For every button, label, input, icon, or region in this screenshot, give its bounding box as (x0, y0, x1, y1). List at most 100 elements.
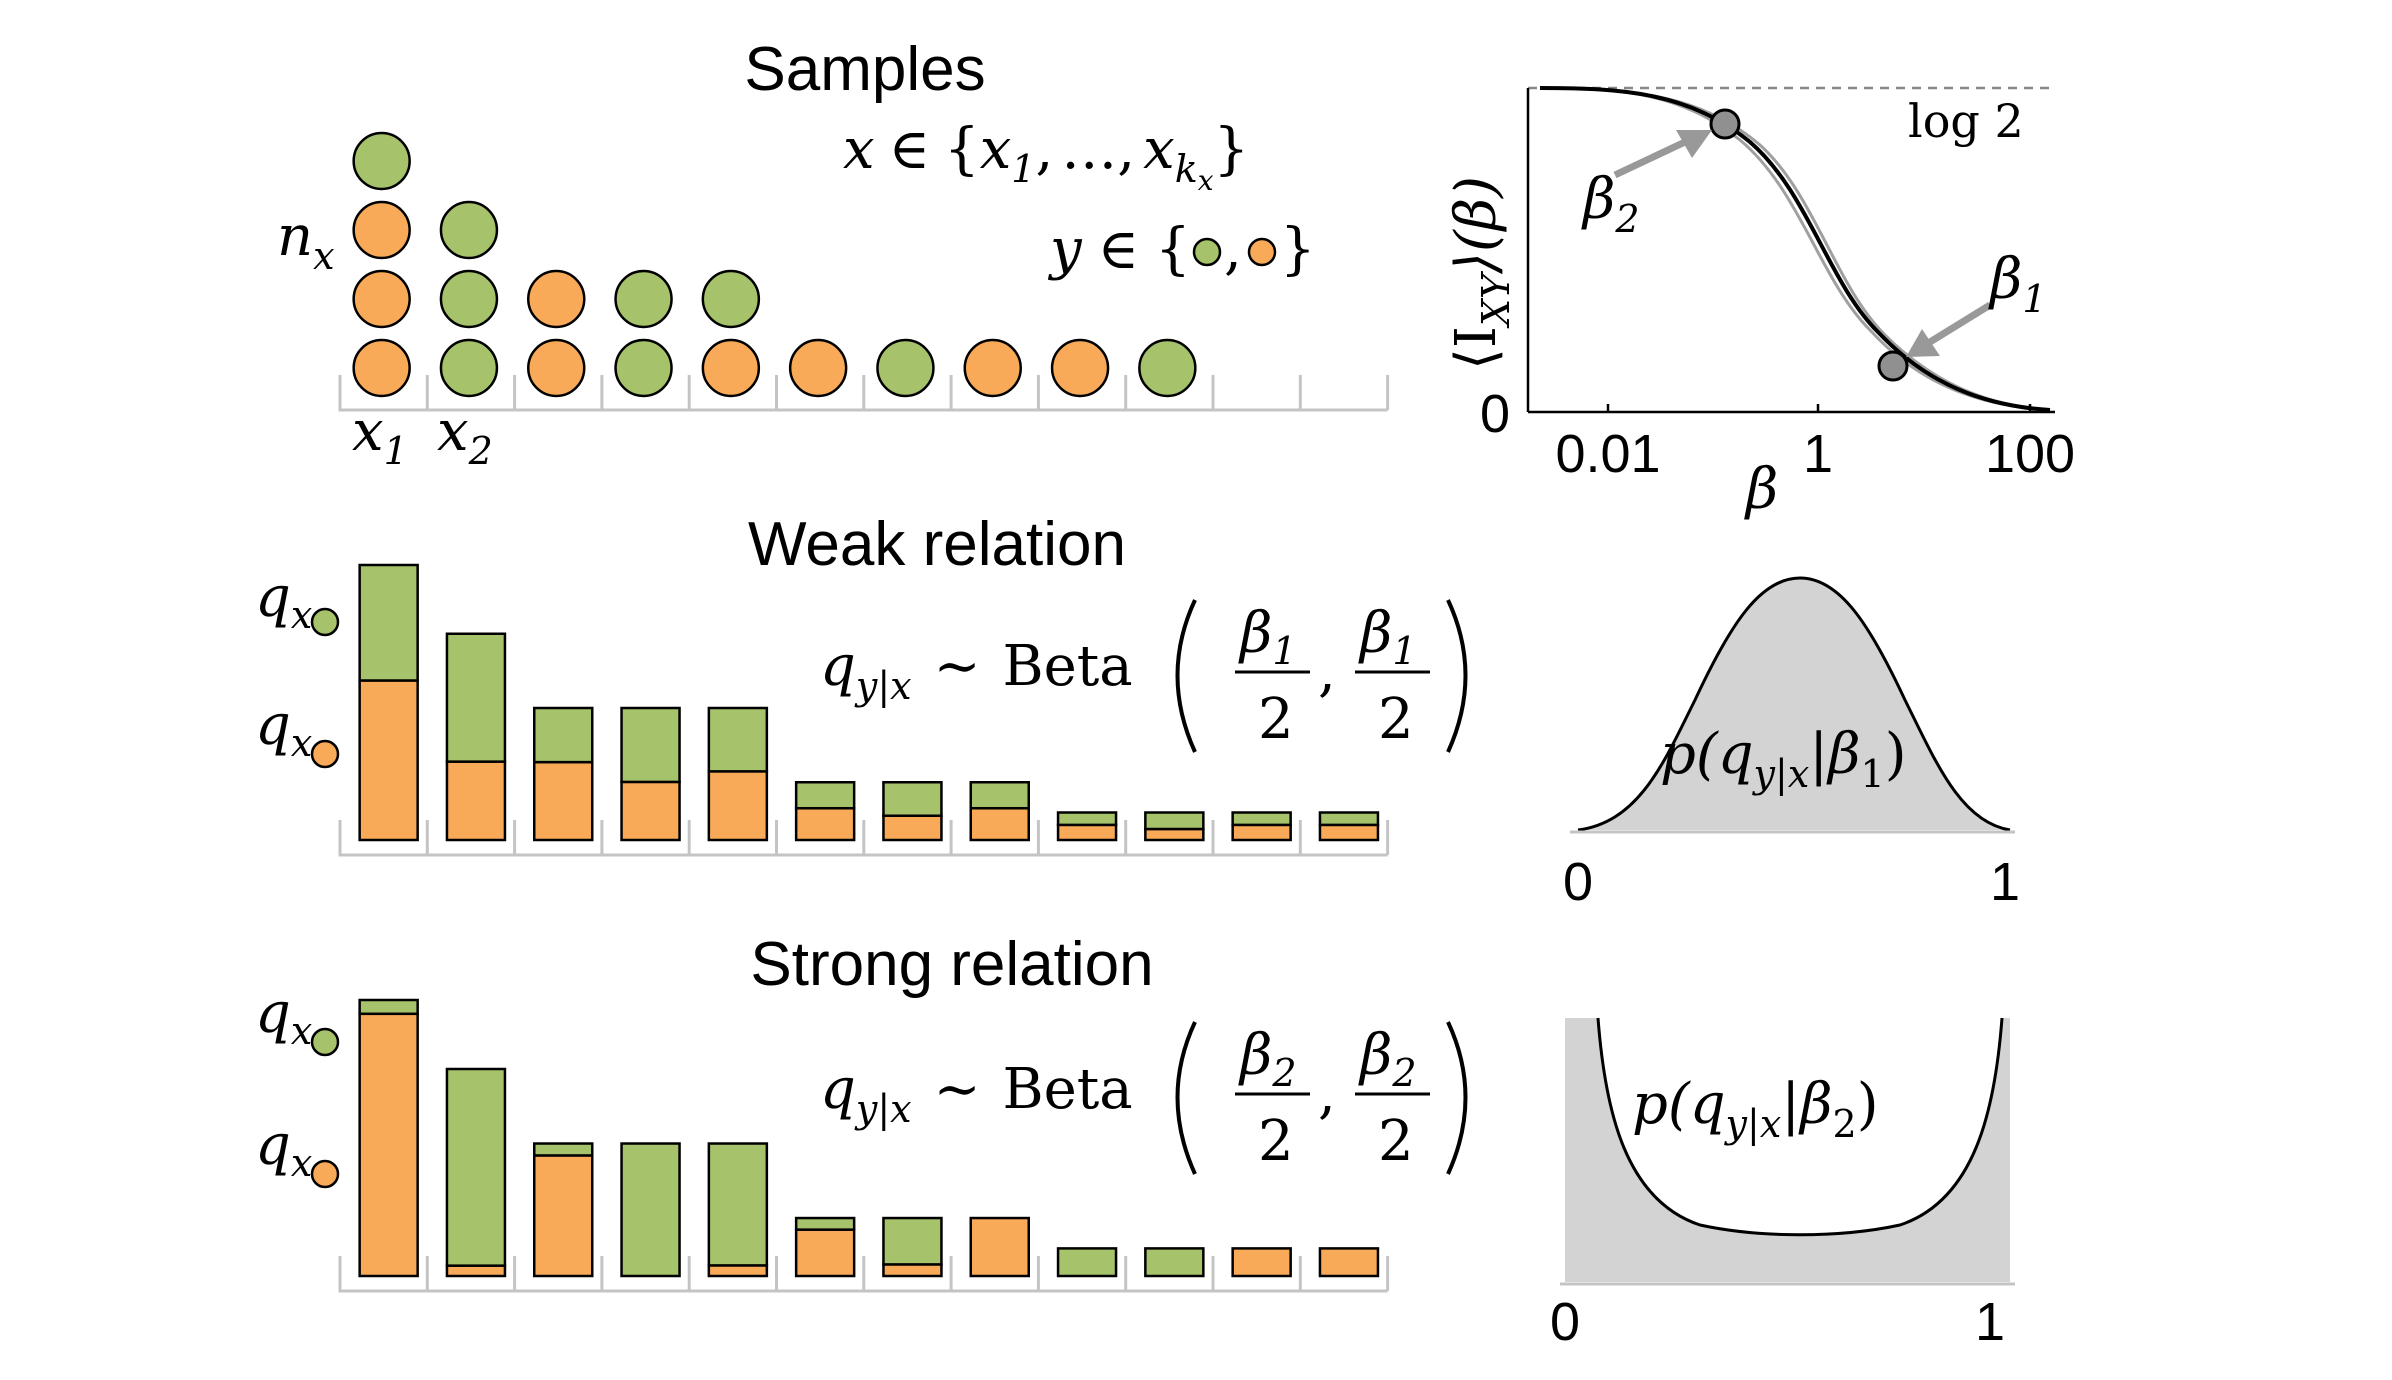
density-weak-label: p(qy|x|β1) (1660, 722, 1907, 796)
orange-bar-segment (445, 760, 507, 842)
green-bar-segment (533, 706, 594, 764)
asymptote-label: log 2 (1908, 94, 2024, 148)
beta2-arrowhead (1676, 130, 1712, 158)
svg-text:2: 2 (1378, 687, 1414, 752)
green-sample-circle (1138, 338, 1197, 398)
density-weak-curve (1577, 576, 2011, 832)
density-weak-tick-1: 1 (1990, 852, 2020, 912)
orange-bar-segment (533, 760, 594, 842)
beta2-label: β2 (1581, 167, 1640, 241)
green-bar-segment (707, 1142, 769, 1267)
svg-text:,: , (1318, 1061, 1336, 1126)
green-bar-segment (969, 781, 1030, 810)
svg-text:β2: β2 (1238, 1023, 1297, 1095)
orange-sample-circle (963, 338, 1022, 398)
svg-text:2: 2 (1258, 687, 1294, 752)
green-sample-circle (439, 338, 499, 398)
svg-text:,: , (1318, 639, 1336, 704)
weak-title: Weak relation (748, 510, 1126, 579)
svg-text:β1: β1 (1238, 601, 1297, 673)
beta1-label: β1 (1988, 247, 2047, 321)
strong-q-orange-label: qx (255, 1113, 312, 1185)
green-sample-circle (614, 269, 673, 329)
orange-bar-segment (1056, 823, 1118, 842)
info-curve (1539, 86, 2051, 412)
green-bar-segment (1144, 811, 1205, 831)
info-xtick-1: 1 (1803, 424, 1833, 484)
strong-q-green-label: qx (255, 981, 312, 1053)
green-sample-circle (439, 269, 499, 329)
beta2-marker (1709, 108, 1741, 140)
density-weak-fill (1578, 578, 2010, 830)
green-bar-segment (882, 781, 943, 817)
density-strong-plot: p(qy|x|β2) 0 1 (1550, 1017, 2015, 1352)
strong-q-orange-symbol (310, 1159, 340, 1189)
orange-bar-segment (794, 806, 856, 842)
green-bar-segment (1318, 811, 1380, 827)
strong-q-green-symbol (310, 1027, 340, 1057)
orange-sample-circle (527, 338, 586, 398)
info-ylabel: ⟨IXY⟩(β) (1444, 176, 1518, 370)
orange-sample-circle (1050, 338, 1110, 398)
density-weak-plot: p(qy|x|β1) 0 1 (1563, 576, 2020, 912)
orange-sample-circle (352, 200, 411, 260)
weak-relation-panel: Weak relation qx qx qy|x ∼ Beta β1 2 , β… (255, 510, 1468, 857)
strong-formula: qy|x ∼ Beta β2 2 , β2 2 (820, 1021, 1468, 1175)
orange-bar-segment (707, 770, 769, 842)
weak-left-paren (1175, 599, 1197, 753)
orange-bar-segment (358, 1012, 419, 1278)
y-set-formula: y ∈ { (1047, 217, 1191, 282)
weak-baseline (338, 820, 1390, 857)
density-strong-label: p(qy|x|β2) (1632, 1072, 1879, 1146)
green-bar-segment (1231, 811, 1292, 827)
weak-q-green-symbol (310, 607, 340, 637)
orange-sample-circle (352, 269, 411, 329)
density-strong-tick-1: 1 (1975, 1292, 2005, 1352)
orange-sample-circle (788, 338, 848, 398)
green-bar-segment (1056, 1247, 1118, 1278)
green-bar-segment (620, 706, 681, 784)
weak-formula: qy|x ∼ Beta β1 2 , β1 2 (820, 599, 1468, 753)
green-bar-segment (445, 1067, 507, 1267)
green-sample-circle (439, 200, 499, 260)
orange-bar-segment (969, 806, 1030, 842)
samples-panel: Samples nx x1 x2 x ∈ {x1,…, xkx} y ∈ { , … (277, 35, 1390, 473)
y-set-separator: , (1224, 217, 1242, 282)
weak-q-green-label: qx (255, 565, 312, 637)
orange-bar-segment (882, 814, 943, 842)
weak-right-paren (1446, 599, 1468, 753)
orange-bar-segment (445, 1264, 507, 1278)
info-xtick-0.01: 0.01 (1555, 424, 1660, 484)
svg-text:qy|x ∼ Beta: qy|x ∼ Beta (820, 634, 1133, 708)
density-strong-tick-0: 0 (1550, 1292, 1580, 1352)
beta1-arrow (1928, 302, 1992, 345)
svg-text:β2: β2 (1358, 1023, 1417, 1095)
green-bar-segment (707, 706, 769, 773)
orange-bar-segment (969, 1216, 1030, 1278)
green-bar-segment (620, 1142, 681, 1278)
info-y-zero: 0 (1480, 384, 1510, 444)
nx-label: nx (277, 204, 335, 278)
orange-sample-circle (701, 338, 761, 398)
green-bar-segment (1056, 811, 1118, 827)
green-bar-segment (794, 781, 856, 810)
green-sample-circle (701, 269, 761, 329)
strong-right-paren (1446, 1021, 1468, 1175)
orange-bar-segment (707, 1264, 769, 1278)
green-bar-segment (358, 563, 419, 682)
info-xlabel: β (1744, 457, 1778, 522)
strong-bars (358, 998, 1380, 1278)
beta2-arrow (1613, 138, 1687, 179)
y-set-close: } (1280, 217, 1316, 282)
green-bar-segment (445, 632, 507, 763)
svg-text:β1: β1 (1358, 601, 1417, 673)
orange-bar-segment (1231, 823, 1292, 842)
strong-baseline (338, 1256, 1390, 1293)
green-bar-segment (533, 1142, 594, 1157)
beta1-arrowhead (1906, 329, 1940, 357)
x-set-formula: x ∈ {x1,…, xkx} (843, 117, 1249, 197)
orange-bar-segment (1144, 827, 1205, 842)
weak-q-orange-label: qx (255, 693, 312, 765)
weak-q-orange-symbol (310, 739, 340, 769)
